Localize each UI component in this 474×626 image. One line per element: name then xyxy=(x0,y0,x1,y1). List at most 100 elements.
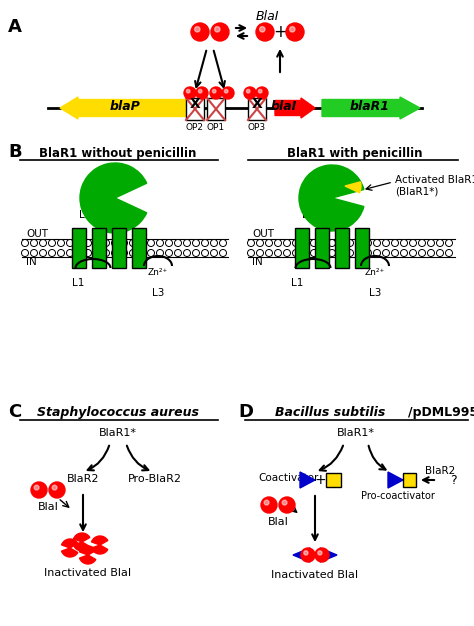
Bar xyxy=(403,473,416,487)
Circle shape xyxy=(304,551,308,555)
Circle shape xyxy=(261,497,277,513)
Text: OUT: OUT xyxy=(26,229,48,239)
Circle shape xyxy=(437,250,444,257)
Text: B: B xyxy=(8,143,22,161)
Wedge shape xyxy=(80,555,96,564)
Wedge shape xyxy=(91,545,108,554)
Circle shape xyxy=(219,250,227,257)
Text: X: X xyxy=(252,97,263,111)
Circle shape xyxy=(165,240,173,247)
Circle shape xyxy=(244,87,256,99)
Text: Pro-BlaR2: Pro-BlaR2 xyxy=(128,474,182,484)
Polygon shape xyxy=(300,472,315,488)
Circle shape xyxy=(111,250,118,257)
Bar xyxy=(295,228,309,268)
Bar xyxy=(92,228,106,268)
Bar xyxy=(132,228,146,268)
Circle shape xyxy=(183,250,191,257)
Circle shape xyxy=(437,240,444,247)
Circle shape xyxy=(264,500,269,505)
Text: Inactivated BlaI: Inactivated BlaI xyxy=(272,570,358,580)
Circle shape xyxy=(279,497,295,513)
Circle shape xyxy=(286,23,304,41)
Circle shape xyxy=(446,250,453,257)
Text: BlaI: BlaI xyxy=(267,517,289,527)
Circle shape xyxy=(219,240,227,247)
Circle shape xyxy=(260,26,265,32)
Circle shape xyxy=(138,250,146,257)
Circle shape xyxy=(201,250,209,257)
Circle shape xyxy=(328,240,336,247)
Wedge shape xyxy=(80,163,147,233)
Text: BlaR1 with penicillin: BlaR1 with penicillin xyxy=(287,147,423,160)
Circle shape xyxy=(210,87,222,99)
Circle shape xyxy=(57,240,64,247)
Circle shape xyxy=(428,240,435,247)
Circle shape xyxy=(191,23,209,41)
Text: blaR1: blaR1 xyxy=(350,101,390,113)
Circle shape xyxy=(292,250,300,257)
Text: /pDML995: /pDML995 xyxy=(408,406,474,419)
Circle shape xyxy=(34,485,39,490)
Bar xyxy=(355,228,369,268)
Circle shape xyxy=(147,250,155,257)
Circle shape xyxy=(39,240,46,247)
Text: Zn²⁺: Zn²⁺ xyxy=(148,268,168,277)
Text: +: + xyxy=(273,23,287,41)
Bar xyxy=(112,228,126,268)
Polygon shape xyxy=(320,548,337,562)
Polygon shape xyxy=(388,472,403,488)
Text: D: D xyxy=(238,403,253,421)
Circle shape xyxy=(346,240,354,247)
Circle shape xyxy=(328,250,336,257)
Text: Staphylococcus aureus: Staphylococcus aureus xyxy=(37,406,199,419)
Text: BlaR1*: BlaR1* xyxy=(337,428,375,438)
Circle shape xyxy=(30,240,37,247)
Circle shape xyxy=(183,240,191,247)
Circle shape xyxy=(446,240,453,247)
Circle shape xyxy=(222,87,234,99)
Text: BlaI: BlaI xyxy=(255,10,279,23)
Text: Pro-coactivator: Pro-coactivator xyxy=(361,491,435,501)
Text: Zn²⁺: Zn²⁺ xyxy=(365,268,385,277)
Wedge shape xyxy=(91,536,108,545)
Text: OUT: OUT xyxy=(252,229,274,239)
Wedge shape xyxy=(345,182,361,193)
Circle shape xyxy=(419,250,426,257)
Circle shape xyxy=(174,240,182,247)
Circle shape xyxy=(49,482,65,498)
Circle shape xyxy=(256,240,264,247)
Circle shape xyxy=(48,240,55,247)
Wedge shape xyxy=(299,165,364,231)
Circle shape xyxy=(57,250,64,257)
Circle shape xyxy=(165,250,173,257)
Circle shape xyxy=(102,240,109,247)
Circle shape xyxy=(247,240,255,247)
Circle shape xyxy=(75,250,82,257)
Circle shape xyxy=(274,250,282,257)
Circle shape xyxy=(199,90,202,93)
Circle shape xyxy=(256,250,264,257)
Circle shape xyxy=(374,240,381,247)
Circle shape xyxy=(383,240,390,247)
Circle shape xyxy=(365,240,372,247)
Circle shape xyxy=(392,250,399,257)
Circle shape xyxy=(147,240,155,247)
Circle shape xyxy=(419,240,426,247)
Circle shape xyxy=(356,240,363,247)
Circle shape xyxy=(192,250,200,257)
Circle shape xyxy=(315,548,329,562)
Circle shape xyxy=(410,250,417,257)
Circle shape xyxy=(246,90,250,93)
Bar xyxy=(335,228,349,268)
Circle shape xyxy=(318,551,322,555)
Text: L3: L3 xyxy=(369,288,381,298)
FancyArrow shape xyxy=(322,97,420,119)
Circle shape xyxy=(84,240,91,247)
Text: BlaR1 without penicillin: BlaR1 without penicillin xyxy=(39,147,197,160)
Circle shape xyxy=(120,240,128,247)
Bar xyxy=(248,98,266,120)
Circle shape xyxy=(84,250,91,257)
Circle shape xyxy=(75,240,82,247)
Circle shape xyxy=(292,240,300,247)
